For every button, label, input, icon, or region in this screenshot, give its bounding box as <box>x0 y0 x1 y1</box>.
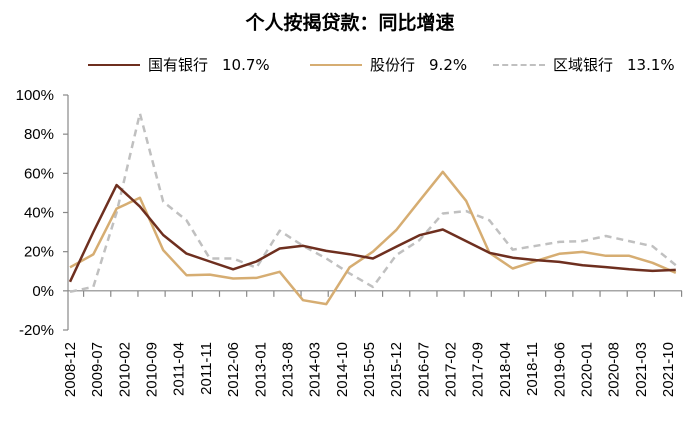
legend-item-joint-stock-banks: 股份行 9.2% <box>310 54 467 75</box>
chart-title: 个人按揭贷款：同比增速 <box>245 12 455 34</box>
x-tick-label: 2016-07 <box>415 342 432 397</box>
series-line-1 <box>69 170 677 306</box>
x-tick-label: 2011-11 <box>198 342 215 395</box>
legend-swatch <box>493 63 545 66</box>
legend-value: 13.1% <box>627 55 675 74</box>
x-tick-label: 2019-06 <box>551 342 568 397</box>
x-tick-label: 2010-09 <box>144 342 161 397</box>
x-tick-label: 2009-07 <box>89 342 106 397</box>
x-tick-label: 2020-08 <box>606 342 623 397</box>
y-tick-label: 20% <box>24 244 54 261</box>
x-tick-label: 2021-10 <box>660 342 677 397</box>
legend: 国有银行 10.7% 股份行 9.2% 区域银行 13.1% <box>0 54 700 78</box>
x-tick-label: 2018-11 <box>524 342 541 396</box>
y-tick-label: 80% <box>24 126 54 143</box>
x-tick-label: 2017-02 <box>443 342 460 397</box>
x-tick-label: 2018-04 <box>497 342 514 397</box>
x-tick-label: 2012-06 <box>225 342 242 397</box>
legend-swatch <box>310 63 362 66</box>
legend-value: 10.7% <box>222 55 270 74</box>
y-tick-label: 100% <box>16 87 54 104</box>
x-tick-label: 2010-02 <box>116 342 133 397</box>
x-tick-label: 2014-03 <box>307 342 324 397</box>
legend-label: 国有银行 <box>148 56 209 74</box>
x-tick-label: 2013-01 <box>252 342 269 397</box>
y-tick-label: 0% <box>32 283 54 300</box>
x-tick-label: 2008-12 <box>62 342 79 397</box>
x-tick-label: 2017-09 <box>470 342 487 397</box>
x-tick-label: 2021-03 <box>633 342 650 397</box>
legend-item-regional-banks: 区域银行 13.1% <box>493 54 675 75</box>
legend-label: 区域银行 <box>553 56 614 74</box>
y-tick-label: -20% <box>19 322 54 339</box>
legend-value: 9.2% <box>429 55 468 74</box>
series-line-0 <box>68 183 676 283</box>
legend-item-state-banks: 国有银行 10.7% <box>88 54 270 75</box>
x-tick-label: 2020-01 <box>578 342 595 397</box>
legend-label: 股份行 <box>370 56 416 74</box>
x-tick-label: 2015-05 <box>361 342 378 397</box>
legend-swatch <box>88 63 140 66</box>
x-tick-label: 2014-10 <box>334 342 351 397</box>
y-tick-label: 60% <box>24 165 54 182</box>
x-tick-label: 2013-08 <box>279 342 296 397</box>
series-line-2 <box>69 112 677 294</box>
x-tick-label: 2011-04 <box>171 342 188 396</box>
y-tick-label: 40% <box>24 205 54 222</box>
x-tick-label: 2015-12 <box>388 342 405 397</box>
